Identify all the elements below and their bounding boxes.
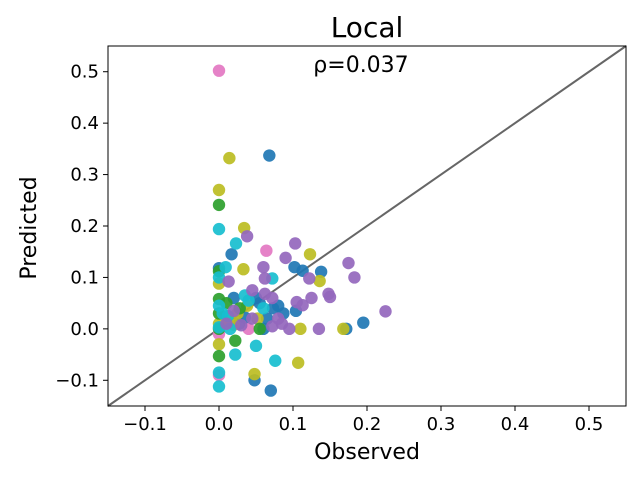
data-point: [296, 299, 309, 312]
data-point: [279, 251, 292, 265]
data-point: [219, 260, 232, 274]
x-tick-label: 0.3: [427, 414, 456, 435]
data-point: [212, 222, 226, 236]
data-point: [263, 149, 276, 162]
y-tick-label: 0.0: [70, 319, 99, 340]
data-point: [225, 248, 238, 261]
x-tick-label: 0.2: [353, 414, 382, 435]
data-point: [223, 151, 236, 165]
y-tick-label: 0.5: [70, 62, 99, 83]
x-tick-label: 0.1: [279, 414, 308, 435]
data-point: [237, 263, 250, 276]
data-point: [235, 319, 248, 332]
data-point: [289, 237, 302, 250]
identity-line: [107, 45, 627, 407]
x-tick-label: 0.4: [501, 414, 530, 435]
data-point: [212, 349, 226, 363]
data-point: [342, 256, 355, 270]
data-point: [313, 274, 326, 288]
x-axis-label: Observed: [314, 440, 420, 465]
data-point: [294, 322, 307, 336]
data-point: [314, 265, 328, 278]
y-tick-label: 0.1: [70, 267, 99, 288]
data-point: [305, 291, 318, 305]
data-point: [258, 287, 272, 301]
data-point: [312, 322, 326, 336]
data-point: [212, 198, 226, 212]
data-point: [220, 317, 233, 330]
data-point: [357, 316, 370, 329]
data-point: [323, 290, 337, 304]
data-point: [303, 248, 317, 261]
data-point: [212, 338, 226, 351]
x-tick-label: −0.1: [123, 414, 167, 435]
x-tick-label: 0.0: [205, 414, 234, 435]
data-point: [216, 307, 229, 320]
data-point: [264, 384, 277, 397]
data-point: [253, 322, 266, 336]
data-point: [229, 334, 242, 347]
data-point: [257, 302, 270, 315]
data-point: [222, 275, 235, 288]
data-point: [337, 322, 350, 336]
y-tick-label: 0.4: [70, 113, 99, 134]
plot-area: −0.1 0.0 0.1 0.2 0.3 0.4 0.5 −0.1 0.0 0.1 0.2 0.3 0.…: [55, 45, 627, 435]
data-point: [212, 64, 226, 77]
data-point: [269, 354, 282, 367]
data-point: [257, 260, 270, 274]
data-point: [272, 312, 285, 325]
data-point: [227, 304, 240, 318]
y-tick-label: −0.1: [55, 370, 99, 391]
data-point: [212, 366, 226, 379]
data-point: [348, 271, 361, 284]
data-point: [246, 284, 259, 297]
y-tick-label: 0.3: [70, 165, 99, 186]
data-point: [379, 305, 392, 318]
data-point: [240, 230, 254, 243]
data-point: [212, 183, 226, 197]
data-point: [229, 348, 242, 361]
data-point: [249, 339, 263, 353]
data-point: [260, 244, 273, 257]
y-axis-label: Predicted: [17, 176, 42, 279]
data-point: [212, 380, 226, 393]
data-point: [248, 367, 261, 381]
data-point: [303, 272, 316, 285]
data-point: [212, 271, 226, 284]
data-point: [246, 312, 259, 325]
x-tick-label: 0.5: [575, 414, 604, 435]
data-point: [229, 237, 243, 250]
data-point: [242, 294, 255, 307]
y-tick-label: 0.2: [70, 216, 99, 237]
chart-title: Local: [331, 11, 404, 44]
data-point: [258, 272, 272, 285]
correlation-annotation: ρ=0.037: [313, 53, 408, 78]
data-point: [291, 356, 305, 369]
